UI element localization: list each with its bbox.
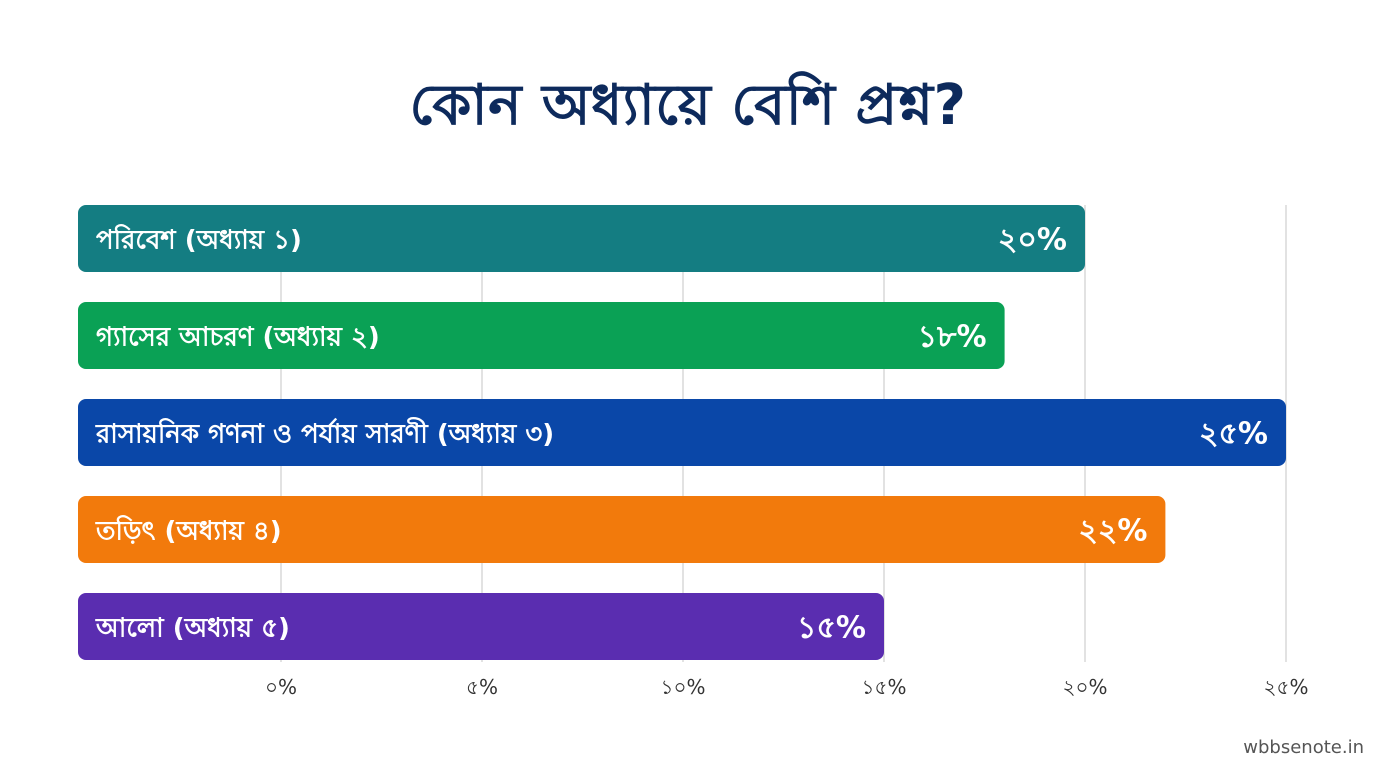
watermark-text: wbbsenote.in: [1243, 737, 1364, 758]
bar: [78, 496, 1166, 563]
x-tick-label: ২০%: [1062, 675, 1107, 699]
bar-value-label: ২২%: [1078, 514, 1147, 549]
bar-category-label: তড়িৎ (অধ্যায় ৪): [95, 515, 282, 547]
bar: [78, 593, 884, 660]
bar-group: পরিবেশ (অধ্যায় ১) ২০%: [78, 205, 1085, 272]
x-tick-label: ১৫%: [862, 675, 907, 699]
bar-category-label: গ্যাসের আচরণ (অধ্যায় ২): [96, 323, 380, 353]
bar-value-label: ২৫%: [1199, 417, 1268, 452]
x-tick-label: ২৫%: [1264, 675, 1309, 699]
x-tick-label: ১০%: [661, 675, 706, 699]
bar-category-label: রাসায়নিক গণনা ও পর্যায় সারণী (অধ্যায় …: [95, 417, 554, 450]
bar-value-label: ১৫%: [797, 611, 866, 646]
chart-title: কোন অধ্যায়ে বেশি প্রশ্ন?: [409, 73, 967, 138]
bar: [78, 302, 1005, 369]
bar: [78, 399, 1286, 466]
x-tick-label: ৫%: [466, 675, 498, 699]
bar: [78, 205, 1085, 272]
bar-value-label: ১৮%: [918, 320, 987, 355]
bar-group: গ্যাসের আচরণ (অধ্যায় ২) ১৮%: [78, 302, 1005, 369]
x-axis-ticks: ০% ৫% ১০% ১৫% ২০% ২৫%: [265, 675, 1309, 699]
bar-value-label: ২০%: [998, 223, 1067, 258]
bar-category-label: আলো (অধ্যায় ৫): [95, 614, 290, 644]
bars: পরিবেশ (অধ্যায় ১) ২০% গ্যাসের আচরণ (অধ্যা…: [78, 205, 1286, 660]
bar-group: তড়িৎ (অধ্যায় ৪) ২২%: [78, 496, 1166, 563]
bar-group: রাসায়নিক গণনা ও পর্যায় সারণী (অধ্যায় …: [78, 399, 1286, 466]
bar-category-label: পরিবেশ (অধ্যায় ১): [96, 224, 302, 256]
bar-group: আলো (অধ্যায় ৫) ১৫%: [78, 593, 884, 660]
x-tick-label: ০%: [265, 675, 297, 699]
